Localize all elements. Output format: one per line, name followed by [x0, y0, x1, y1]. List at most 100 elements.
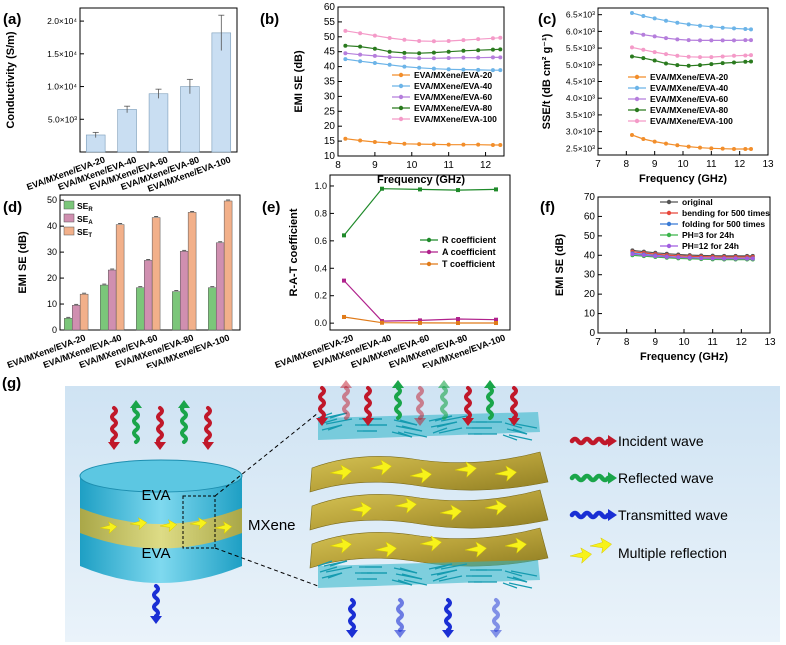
legend-marker-0: [426, 237, 432, 243]
point-b-3-1: [358, 44, 363, 49]
ytick-label-d-4: 40: [47, 221, 57, 231]
stack-transmitted-3-head: [490, 630, 502, 638]
series-line-b-1: [345, 58, 501, 71]
point-c-4-6: [698, 55, 702, 60]
reflected-wave-1: [180, 404, 188, 444]
point-b-3-9: [476, 48, 481, 53]
xtick-label-f-2: 9: [653, 337, 659, 348]
legend-marker-1: [398, 83, 404, 89]
point-c-3-4: [675, 63, 680, 68]
legend-label-0: original: [682, 197, 713, 207]
mxene-sheet-3: [309, 527, 549, 569]
point-e-1-0: [342, 278, 346, 283]
mxene-sheet-3-sheet: [309, 527, 549, 569]
point-c-4-10: [743, 53, 748, 58]
legend-label-4: EVA/MXene/EVA-100: [414, 114, 497, 124]
zoom-line-top: [214, 412, 319, 497]
point-b-4-9: [476, 37, 481, 42]
panel-label-f: (f): [540, 199, 555, 216]
fiber-layer-top-fiber-35: [512, 428, 528, 435]
point-b-1-9: [476, 67, 481, 72]
fiber-layer-bottom-fiber-21: [434, 563, 453, 570]
point-c-1-0: [630, 11, 634, 16]
point-b-1-11: [498, 68, 503, 73]
bar-d-3-1: [179, 251, 189, 331]
fiber-layer-bottom-fiber-23: [508, 582, 533, 589]
legend-swatch-d-1: [63, 213, 75, 223]
point-f-4-11: [750, 256, 755, 261]
fiber-layer-top-fiber-23: [508, 434, 533, 441]
point-c-3-5: [686, 63, 691, 68]
point-b-1-1: [358, 59, 363, 64]
ytick-label-a-1: 1.0×10⁴: [47, 82, 77, 92]
point-c-3-8: [720, 61, 725, 66]
bar-d-0-1: [71, 305, 81, 331]
point-c-4-8: [720, 54, 725, 59]
bar-a-2: [148, 93, 169, 153]
point-c-2-1: [641, 32, 646, 37]
ytick-label-b-2: 20: [324, 121, 336, 132]
point-b-2-3: [387, 55, 392, 60]
xtick-label-b-2: 10: [406, 160, 418, 171]
legend-label-3: EVA/MXene/EVA-80: [414, 103, 492, 113]
legend-wave-reflected-head: [608, 472, 617, 484]
point-c-1-4: [675, 20, 680, 25]
ytick-label-e-1: 0.2: [314, 291, 327, 301]
point-c-1-11: [749, 27, 753, 32]
series-line-b-2: [345, 52, 501, 59]
point-b-1-4: [402, 64, 407, 69]
point-b-2-2: [372, 53, 377, 58]
point-c-0-3: [664, 141, 668, 146]
mxene-sheet-2: [309, 489, 549, 531]
point-e-2-3: [456, 321, 460, 326]
chart-b: (b) 8 9 10 11 12 10 15 20 25 30 35 40 45 50 55 60 EVA/MXe…: [260, 2, 505, 186]
xtick-label-f-6: 13: [764, 337, 776, 348]
point-b-2-7: [446, 55, 451, 60]
bar-d-1-0: [100, 284, 109, 331]
internal-arrow-7: [439, 504, 463, 521]
ytick-label-b-7: 45: [324, 47, 336, 58]
xtick-label-b-4: 12: [480, 160, 492, 171]
ytick-label-f-6: 60: [584, 211, 596, 222]
stack-incident-5-head: [508, 418, 520, 426]
point-b-4-11: [498, 35, 503, 40]
reflected-wave-1-head: [178, 400, 190, 408]
xtick-label-c-0: 7: [595, 159, 601, 170]
cylinder-top: [79, 459, 243, 493]
point-f-4-9: [733, 256, 738, 261]
ytick-label-f-7: 70: [584, 192, 596, 203]
point-c-2-9: [732, 38, 736, 43]
point-c-3-3: [664, 61, 668, 66]
point-f-4-1: [641, 253, 646, 258]
point-c-2-11: [749, 38, 753, 43]
point-c-0-7: [709, 146, 714, 151]
ytick-label-b-8: 50: [324, 32, 336, 43]
fiber-layer-top-fiber-27: [436, 421, 458, 428]
incident-wave-1: [156, 406, 164, 446]
stack-incident-3-head: [414, 418, 426, 426]
point-c-0-11: [749, 146, 753, 151]
point-c-3-9: [732, 60, 736, 65]
legend-marker-3: [666, 232, 672, 238]
ytick-label-b-1: 15: [324, 136, 336, 147]
bar-d-2-1: [143, 260, 153, 331]
series-line-b-3: [345, 45, 501, 54]
incident-wave-2-head: [202, 442, 214, 450]
ytick-label-b-4: 30: [324, 91, 336, 102]
legend-marker-2: [426, 261, 432, 267]
point-e-0-0: [342, 233, 346, 238]
legend-label-1: EVA/MXene/EVA-40: [414, 81, 492, 91]
point-b-3-10: [490, 47, 495, 52]
point-b-3-5: [417, 51, 422, 56]
point-c-2-6: [698, 38, 702, 43]
ytick-label-c-3: 4.0×10³: [566, 93, 595, 103]
xtick-label-f-0: 7: [595, 337, 601, 348]
point-c-4-4: [675, 53, 680, 58]
stack-transmitted-2-head: [442, 630, 454, 638]
fiber-layer-bottom-fiber-39: [440, 563, 468, 570]
point-f-4-3: [664, 254, 669, 259]
series-line-e-1: [343, 280, 497, 322]
fiber-layer-bottom-fiber-29: [510, 570, 538, 577]
legend-label-d-0: SER: [77, 201, 93, 213]
point-c-1-3: [664, 18, 668, 23]
